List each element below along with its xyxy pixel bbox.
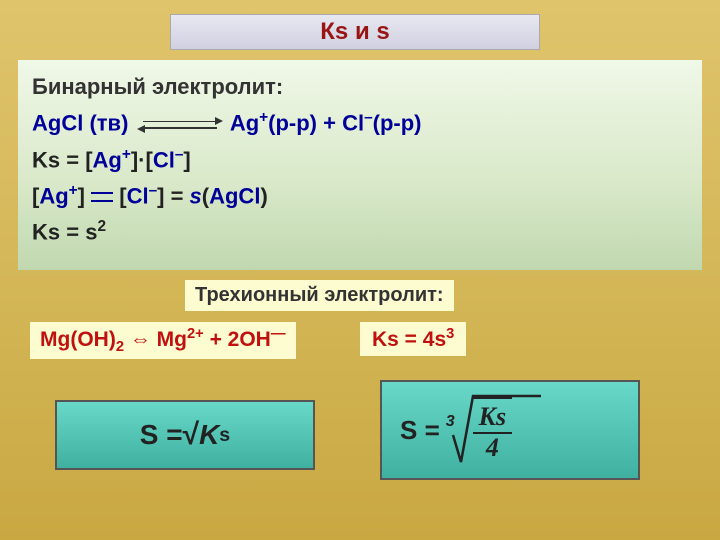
cube-root-icon: 3 Ks 4 [446, 390, 512, 470]
title-box: Кs и s [170, 14, 540, 50]
equation-concentrations-equal: [Ag+] [Cl–] = s(AgCl) [32, 179, 688, 213]
equals-icon [91, 190, 113, 204]
formula-s-cuberoot: S = 3 Ks 4 [380, 380, 640, 480]
equation-ks-product: Ks = [Ag+]·[Cl–] [32, 143, 688, 177]
equation-agcl-dissociation: AgCl (тв) Ag+(р-р) + Cl–(р-р) [32, 106, 688, 140]
equation-ks-4s3: Ks = 4s3 [360, 322, 466, 356]
binary-heading: Бинарный электролит: [32, 70, 688, 104]
title-text: Кs и s [320, 18, 389, 46]
sqrt-icon: √ [183, 418, 199, 452]
equation-ks-s-squared: Ks = s2 [32, 215, 688, 249]
equation-mgoh2: Mg(OH)2 ⇔ Mg2+ + 2OH― [30, 322, 296, 359]
formula-s-sqrt-ks: S = √Ks [55, 400, 315, 470]
triion-heading: Трехионный электролит: [185, 280, 454, 311]
equilibrium-arrow-icon [135, 116, 225, 134]
binary-electrolyte-panel: Бинарный электролит: AgCl (тв) Ag+(р-р) … [18, 60, 702, 270]
